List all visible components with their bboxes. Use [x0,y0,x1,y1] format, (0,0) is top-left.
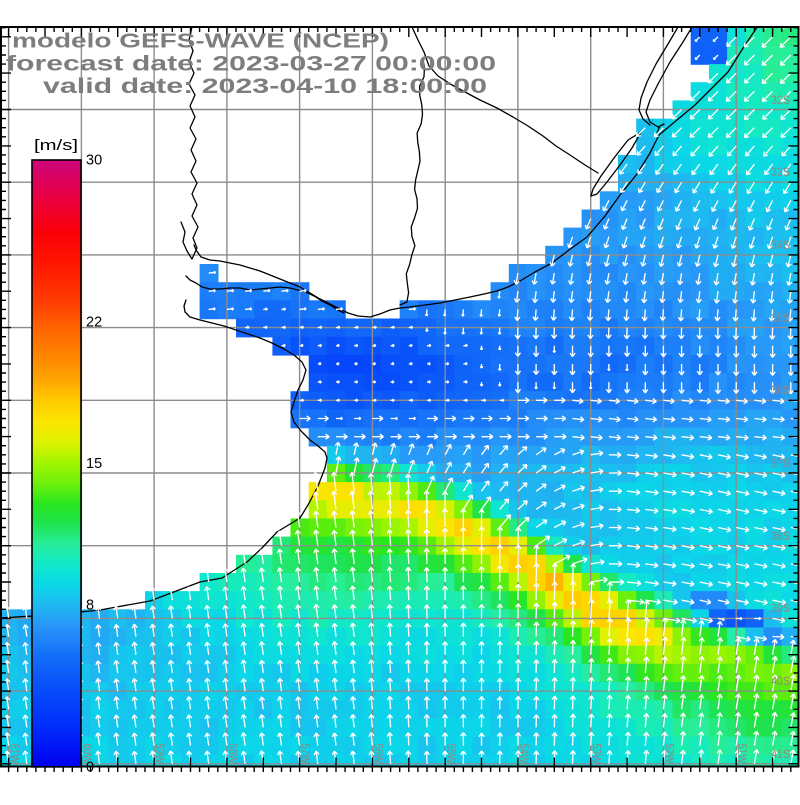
svg-text:34S: 34S [771,238,790,252]
svg-text:33S: 33S [771,165,790,179]
svg-text:52W: 52W [662,744,674,764]
svg-text:36S: 36S [771,383,790,397]
svg-text:modelo GEFS-WAVE (NCEP): modelo GEFS-WAVE (NCEP) [12,31,389,53]
svg-text:valid date: 2023-04-10 18:00:0: valid date: 2023-04-10 18:00:00 [43,74,487,98]
svg-text:30: 30 [86,153,102,169]
svg-text:59W: 59W [153,744,165,764]
svg-text:53W: 53W [590,744,602,764]
svg-text:forecast date: 2023-03-27 00:0: forecast date: 2023-03-27 00:00:00 [6,52,496,76]
svg-text:0: 0 [86,759,94,775]
svg-text:58W: 58W [226,744,238,764]
svg-text:8: 8 [86,598,94,614]
svg-text:35S: 35S [771,311,790,325]
svg-text:[m/s]: [m/s] [34,138,78,154]
svg-text:38S: 38S [771,529,790,543]
svg-text:41S: 41S [771,747,790,761]
svg-text:37S: 37S [771,456,790,470]
svg-text:57W: 57W [299,744,311,764]
svg-text:61W: 61W [8,744,20,764]
svg-text:56W: 56W [371,744,383,764]
svg-text:55W: 55W [444,744,456,764]
svg-text:51W: 51W [735,744,747,764]
svg-text:32S: 32S [771,93,790,107]
svg-text:54W: 54W [517,744,529,764]
svg-text:22: 22 [86,314,102,330]
svg-text:15: 15 [86,456,102,472]
svg-text:60W: 60W [80,744,92,764]
svg-text:40S: 40S [771,674,790,688]
svg-text:39S: 39S [771,601,790,615]
